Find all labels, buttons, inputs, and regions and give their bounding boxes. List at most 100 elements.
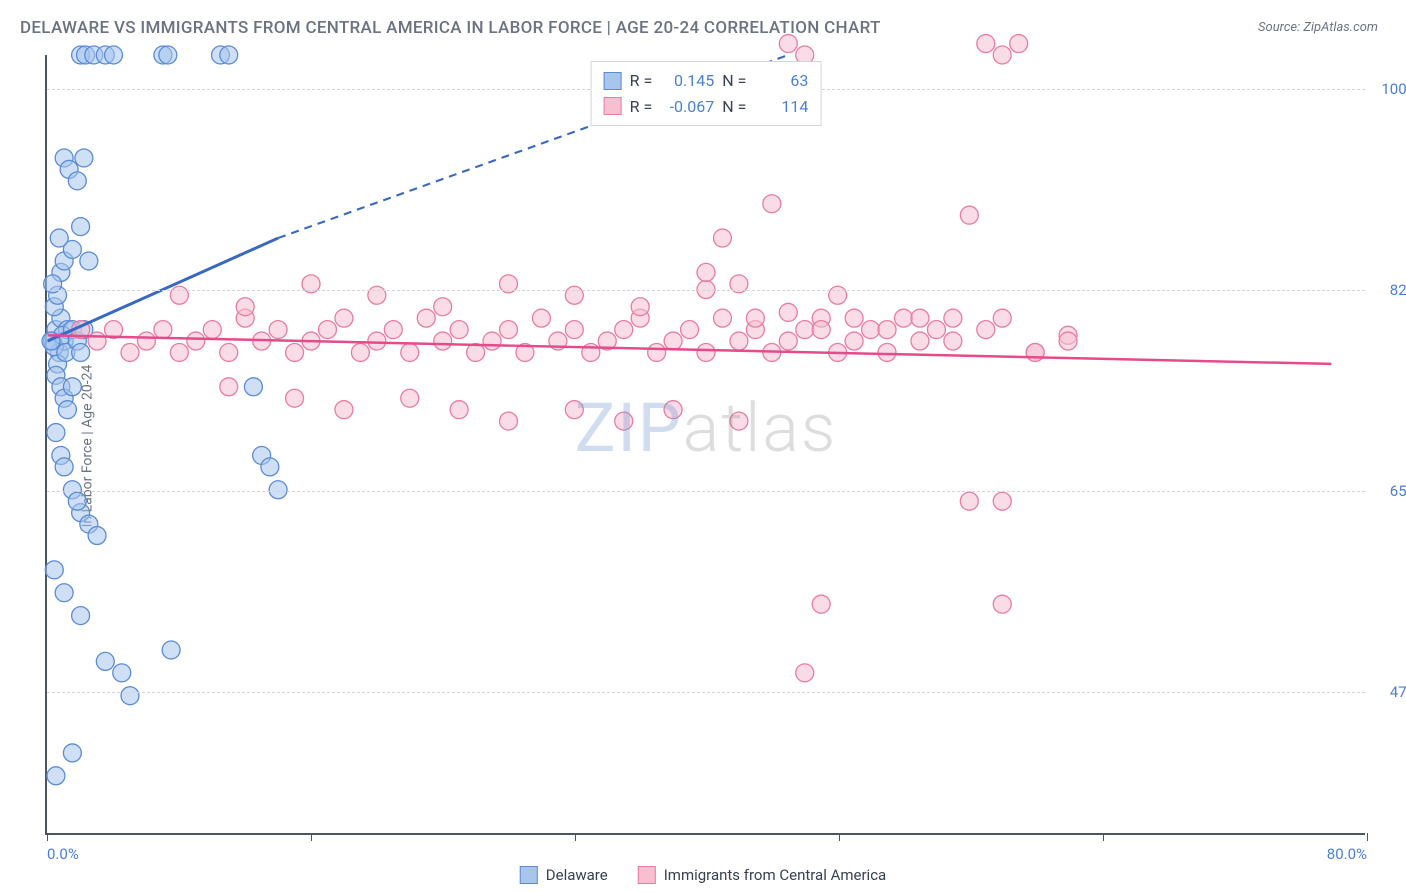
n-label-2: N =: [722, 94, 746, 120]
scatter-point-immigrants: [483, 332, 501, 350]
scatter-point-immigrants: [1026, 343, 1044, 361]
scatter-point-delaware: [113, 664, 131, 682]
scatter-point-immigrants: [1010, 35, 1028, 53]
scatter-point-immigrants: [565, 401, 583, 419]
scatter-point-immigrants: [368, 332, 386, 350]
r-label-1: R =: [630, 68, 653, 94]
scatter-point-immigrants: [203, 321, 221, 339]
scatter-point-immigrants: [565, 321, 583, 339]
scatter-point-immigrants: [713, 229, 731, 247]
scatter-point-delaware: [159, 46, 177, 64]
scatter-point-immigrants: [368, 286, 386, 304]
scatter-point-immigrants: [631, 298, 649, 316]
scatter-point-immigrants: [335, 401, 353, 419]
scatter-point-immigrants: [862, 321, 880, 339]
n-value-1: 63: [754, 68, 808, 94]
scatter-point-immigrants: [615, 412, 633, 430]
scatter-point-immigrants: [944, 309, 962, 327]
scatter-point-delaware: [261, 458, 279, 476]
scatter-point-immigrants: [286, 343, 304, 361]
x-tick: [311, 833, 312, 841]
scatter-point-delaware: [55, 458, 73, 476]
scatter-point-immigrants: [730, 332, 748, 350]
r-value-2: -0.067: [660, 94, 714, 120]
scatter-point-immigrants: [532, 309, 550, 327]
scatter-point-immigrants: [697, 343, 715, 361]
r-value-1: 0.145: [660, 68, 714, 94]
scatter-point-immigrants: [993, 492, 1011, 510]
scatter-point-immigrants: [927, 321, 945, 339]
scatter-point-delaware: [269, 481, 287, 499]
chart-title: DELAWARE VS IMMIGRANTS FROM CENTRAL AMER…: [20, 18, 881, 38]
y-tick-label: 65.0%: [1390, 482, 1406, 500]
source-label: Source: ZipAtlas.com: [1258, 20, 1378, 35]
x-tick: [47, 833, 48, 841]
scatter-point-immigrants: [993, 309, 1011, 327]
scatter-point-immigrants: [286, 389, 304, 407]
legend-item-delaware: Delaware: [520, 866, 608, 884]
scatter-point-immigrants: [220, 343, 238, 361]
scatter-point-immigrants: [977, 35, 995, 53]
scatter-plot: [47, 55, 1365, 833]
scatter-point-delaware: [72, 218, 90, 236]
scatter-point-delaware: [68, 172, 86, 190]
scatter-point-immigrants: [911, 309, 929, 327]
x-tick-label: 80.0%: [1327, 845, 1367, 863]
trendline-immigrants: [48, 335, 1332, 364]
swatch-delaware: [604, 72, 622, 90]
scatter-point-delaware: [105, 46, 123, 64]
correlation-legend: R = 0.145 N = 63 R = -0.067 N = 114: [591, 61, 822, 126]
scatter-point-delaware: [50, 229, 68, 247]
scatter-point-delaware: [72, 343, 90, 361]
scatter-point-immigrants: [565, 286, 583, 304]
scatter-point-immigrants: [993, 595, 1011, 613]
y-tick-label: 100.0%: [1381, 80, 1406, 98]
swatch-delaware-bottom: [520, 866, 538, 884]
scatter-point-immigrants: [220, 378, 238, 396]
gridline-h: [47, 692, 1365, 693]
scatter-point-immigrants: [170, 343, 188, 361]
scatter-point-immigrants: [878, 321, 896, 339]
n-label-1: N =: [722, 68, 746, 94]
x-tick: [1103, 833, 1104, 841]
scatter-point-delaware: [45, 561, 63, 579]
scatter-point-immigrants: [746, 309, 764, 327]
legend-label-delaware: Delaware: [546, 866, 608, 884]
scatter-point-immigrants: [450, 401, 468, 419]
scatter-point-immigrants: [812, 595, 830, 613]
scatter-point-immigrants: [681, 321, 699, 339]
scatter-point-delaware: [47, 424, 65, 442]
swatch-immigrants-bottom: [638, 866, 656, 884]
scatter-point-immigrants: [911, 332, 929, 350]
scatter-point-immigrants: [960, 492, 978, 510]
gridline-h: [47, 290, 1365, 291]
scatter-point-immigrants: [318, 321, 336, 339]
scatter-point-immigrants: [697, 263, 715, 281]
scatter-point-immigrants: [1059, 332, 1077, 350]
x-tick: [839, 833, 840, 841]
scatter-point-immigrants: [121, 343, 139, 361]
legend-row-delaware: R = 0.145 N = 63: [604, 68, 809, 94]
x-tick: [1367, 833, 1368, 841]
scatter-point-immigrants: [845, 309, 863, 327]
scatter-point-delaware: [75, 149, 93, 167]
scatter-point-immigrants: [335, 309, 353, 327]
scatter-point-immigrants: [960, 206, 978, 224]
r-label-2: R =: [630, 94, 653, 120]
scatter-point-immigrants: [730, 412, 748, 430]
legend-row-immigrants: R = -0.067 N = 114: [604, 94, 809, 120]
scatter-point-immigrants: [434, 332, 452, 350]
scatter-point-immigrants: [500, 412, 518, 430]
x-tick: [575, 833, 576, 841]
scatter-point-immigrants: [236, 298, 254, 316]
scatter-point-immigrants: [417, 309, 435, 327]
scatter-point-immigrants: [895, 309, 913, 327]
scatter-point-delaware: [220, 46, 238, 64]
scatter-point-immigrants: [648, 343, 666, 361]
scatter-point-delaware: [121, 687, 139, 705]
x-tick-label: 0.0%: [47, 845, 79, 863]
scatter-point-delaware: [80, 252, 98, 270]
scatter-point-delaware: [47, 767, 65, 785]
plot-area: ZIPatlas R = 0.145 N = 63 R = -0.067 N =…: [45, 55, 1365, 835]
chart-container: DELAWARE VS IMMIGRANTS FROM CENTRAL AMER…: [0, 0, 1406, 892]
